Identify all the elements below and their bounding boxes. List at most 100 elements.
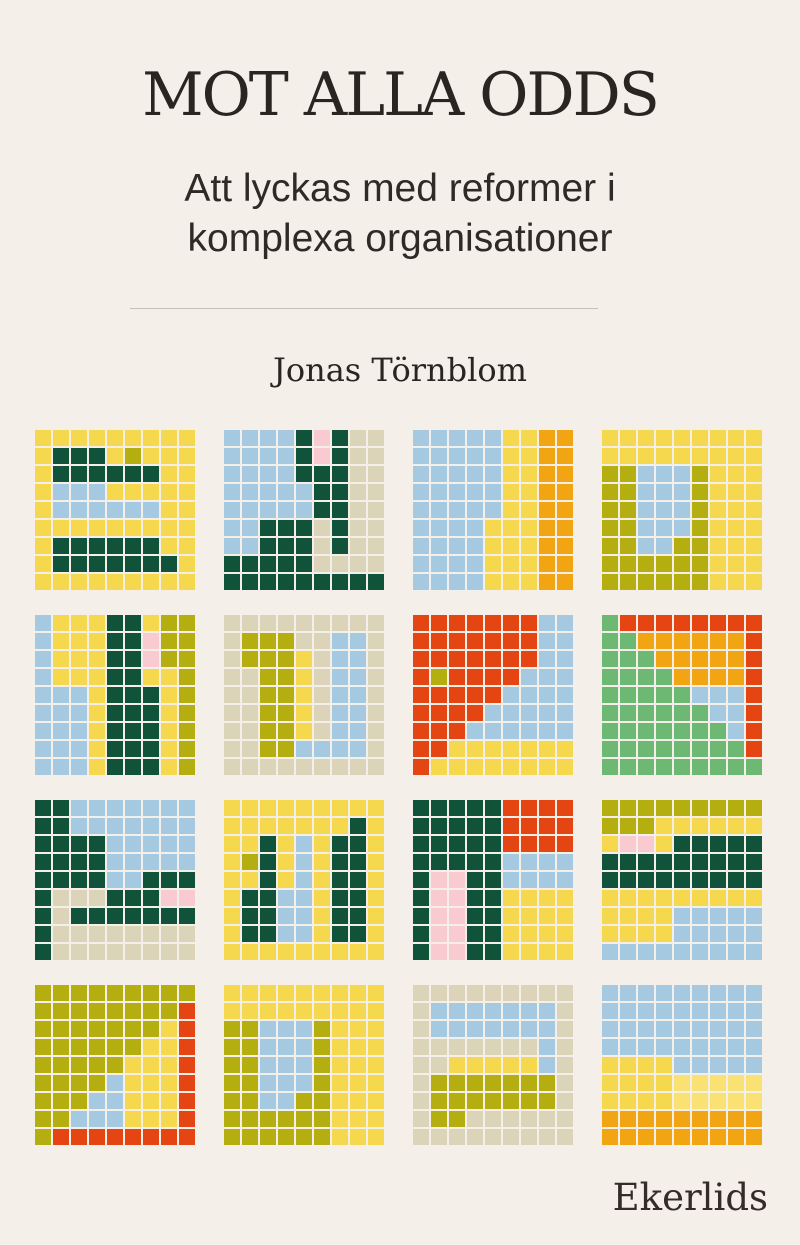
mosaic-cell-yellow [656, 430, 672, 446]
mosaic-cell-light-blue [35, 705, 51, 721]
mosaic-cell-light-blue [656, 1039, 672, 1055]
mosaic-cell-light-blue [332, 687, 348, 703]
mosaic-cell-olive [224, 1111, 240, 1127]
mosaic-cell-tan [368, 723, 384, 739]
mosaic-cell-tan [161, 926, 177, 942]
mosaic-cell-olive [53, 1093, 69, 1109]
mosaic-cell-tan [368, 520, 384, 536]
mosaic-cell-light-blue [53, 723, 69, 739]
mosaic-cell-pink [431, 908, 447, 924]
mosaic-cell-olive [224, 1021, 240, 1037]
mosaic-tile-13 [35, 985, 195, 1145]
mosaic-cell-dark-green [296, 520, 312, 536]
mosaic-cell-yellow [503, 741, 519, 757]
mosaic-cell-light-blue [710, 687, 726, 703]
mosaic-cell-yellow [161, 538, 177, 554]
mosaic-cell-yellow [485, 556, 501, 572]
mosaic-cell-yellow [161, 759, 177, 775]
mosaic-cell-yellow [638, 1093, 654, 1109]
mosaic-cell-yellow [638, 908, 654, 924]
mosaic-cell-dark-green [296, 574, 312, 590]
mosaic-cell-dark-green [656, 854, 672, 870]
mosaic-cell-red [413, 687, 429, 703]
mosaic-cell-yellow [314, 890, 330, 906]
mosaic-cell-yellow [620, 1093, 636, 1109]
mosaic-cell-tan [161, 944, 177, 960]
mosaic-cell-dark-green [485, 872, 501, 888]
mosaic-cell-yellow [350, 1021, 366, 1037]
mosaic-cell-light-blue [557, 651, 573, 667]
mosaic-cell-yellow [746, 890, 762, 906]
mosaic-cell-light-blue [224, 484, 240, 500]
mosaic-cell-light-blue [539, 1039, 555, 1055]
mosaic-cell-dark-green [143, 687, 159, 703]
mosaic-cell-orange [539, 574, 555, 590]
mosaic-cell-yellow [368, 908, 384, 924]
mosaic-cell-olive [89, 985, 105, 1001]
mosaic-cell-light-yellow [710, 1093, 726, 1109]
mosaic-cell-olive [296, 1093, 312, 1109]
mosaic-cell-yellow [638, 890, 654, 906]
mosaic-cell-yellow [125, 1075, 141, 1091]
mosaic-cell-pink [314, 448, 330, 464]
mosaic-cell-yellow [35, 538, 51, 554]
mosaic-cell-olive [35, 1093, 51, 1109]
mosaic-cell-yellow [125, 430, 141, 446]
mosaic-cell-light-blue [746, 985, 762, 1001]
mosaic-cell-light-blue [125, 800, 141, 816]
mosaic-cell-olive [179, 759, 195, 775]
mosaic-cell-light-blue [71, 1111, 87, 1127]
mosaic-cell-red [413, 669, 429, 685]
mosaic-cell-light-blue [143, 836, 159, 852]
mosaic-cell-yellow [242, 872, 258, 888]
mosaic-cell-light-blue [53, 705, 69, 721]
mosaic-cell-olive [674, 574, 690, 590]
mosaic-cell-yellow [161, 1093, 177, 1109]
mosaic-cell-yellow [656, 926, 672, 942]
mosaic-cell-yellow [710, 890, 726, 906]
mosaic-cell-olive [674, 800, 690, 816]
mosaic-cell-pink [638, 836, 654, 852]
mosaic-cell-red [449, 687, 465, 703]
mosaic-cell-yellow [89, 723, 105, 739]
mosaic-cell-olive [710, 800, 726, 816]
mosaic-cell-light-blue [485, 484, 501, 500]
mosaic-cell-tan [449, 1039, 465, 1055]
mosaic-cell-yellow [728, 448, 744, 464]
mosaic-cell-tan [242, 669, 258, 685]
mosaic-cell-olive [35, 985, 51, 1001]
mosaic-cell-yellow [278, 985, 294, 1001]
mosaic-cell-light-blue [539, 1057, 555, 1073]
mosaic-cell-light-blue [746, 944, 762, 960]
mosaic-cell-olive [692, 800, 708, 816]
mosaic-cell-yellow [296, 944, 312, 960]
mosaic-cell-tan [296, 615, 312, 631]
mosaic-cell-olive [242, 1111, 258, 1127]
mosaic-cell-light-blue [332, 705, 348, 721]
mosaic-cell-tan [431, 1129, 447, 1145]
mosaic-cell-dark-green [161, 556, 177, 572]
mosaic-cell-dark-green [332, 484, 348, 500]
mosaic-cell-tan [296, 633, 312, 649]
mosaic-cell-light-blue [638, 538, 654, 554]
mosaic-cell-yellow [224, 1003, 240, 1019]
mosaic-cell-pink [449, 944, 465, 960]
mosaic-cell-yellow [728, 574, 744, 590]
mosaic-cell-red [692, 615, 708, 631]
mosaic-cell-dark-green [125, 723, 141, 739]
mosaic-cell-light-blue [125, 836, 141, 852]
mosaic-cell-light-blue [332, 741, 348, 757]
mosaic-cell-yellow [296, 800, 312, 816]
mosaic-cell-olive [260, 1129, 276, 1145]
mosaic-cell-dark-green [350, 836, 366, 852]
mosaic-cell-light-blue [296, 890, 312, 906]
mosaic-cell-red [89, 1129, 105, 1145]
mosaic-cell-yellow [260, 800, 276, 816]
mosaic-cell-yellow [161, 741, 177, 757]
mosaic-cell-light-yellow [674, 1075, 690, 1091]
mosaic-cell-dark-green [125, 759, 141, 775]
mosaic-cell-light-blue [89, 484, 105, 500]
mosaic-cell-light-blue [431, 1003, 447, 1019]
mosaic-cell-orange [710, 1111, 726, 1127]
mosaic-cell-dark-green [260, 538, 276, 554]
